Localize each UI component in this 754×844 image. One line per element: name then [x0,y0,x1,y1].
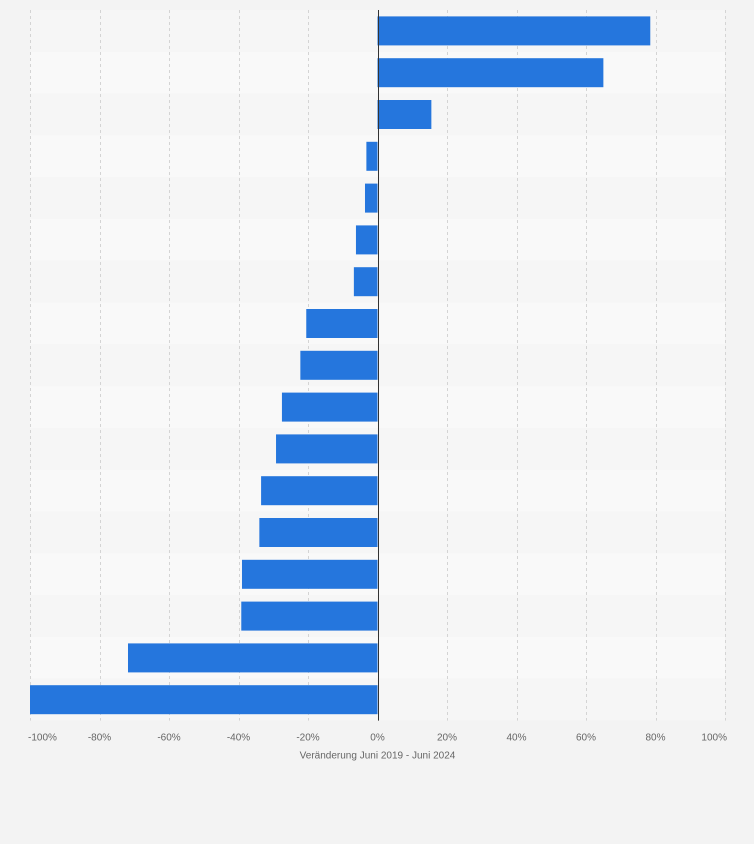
bar[interactable] [355,225,378,255]
bar[interactable] [353,267,378,297]
x-tick-label: -20% [296,733,319,744]
bar[interactable] [259,518,378,547]
bar[interactable] [281,392,378,422]
x-tick-label: 0% [370,733,385,744]
bar[interactable] [306,309,378,338]
x-axis-ticks: -100% -80% -60% -40% -20% 0% 20% 40% 60% 80% 100% [28,733,727,744]
x-tick-label: 100% [701,733,727,744]
x-tick-label: -60% [157,733,180,744]
bar[interactable] [300,350,378,380]
x-tick-label: 20% [437,733,457,744]
bar[interactable] [377,16,651,46]
bar[interactable] [377,100,432,129]
x-tick-label: 80% [645,733,665,744]
x-tick-label: -80% [88,733,111,744]
bar[interactable] [261,476,378,506]
bar[interactable] [30,685,378,715]
bar[interactable] [377,58,604,88]
bars [30,16,651,715]
bar[interactable] [241,559,378,589]
x-tick-label: -40% [227,733,250,744]
bar[interactable] [364,183,378,213]
x-axis-label: Veränderung Juni 2019 - Juni 2024 [300,751,456,762]
bar[interactable] [276,434,378,464]
x-tick-label: 60% [576,733,596,744]
bar[interactable] [241,601,378,631]
x-tick-label: -100% [28,733,57,744]
x-tick-label: 40% [506,733,526,744]
bar[interactable] [127,643,378,673]
bar[interactable] [366,141,378,171]
